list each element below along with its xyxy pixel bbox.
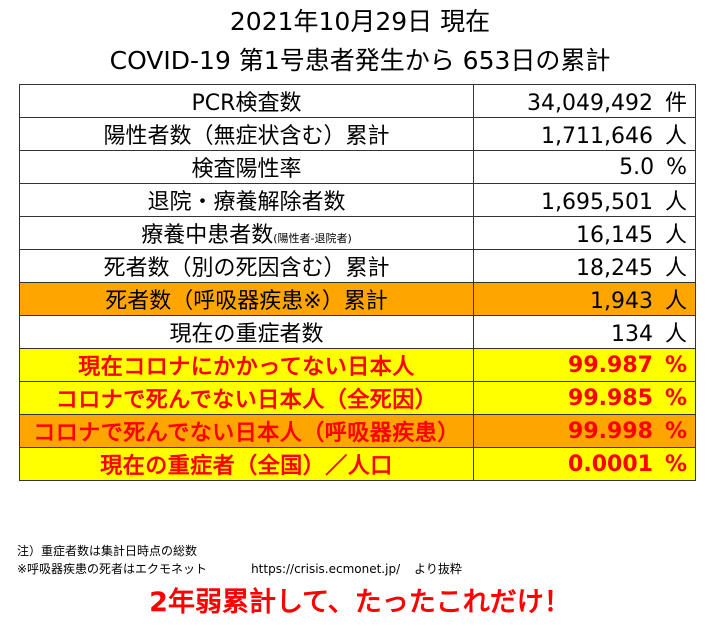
row-label: PCR検査数 — [19, 84, 474, 118]
row-unit: % — [664, 451, 687, 477]
row-value-cell: 99.985% — [473, 381, 696, 415]
table-row: 退院・療養解除者数 1,695,501 人 — [19, 183, 696, 217]
row-unit: % — [664, 418, 687, 444]
row-value: 134 — [610, 322, 653, 347]
row-unit: % — [664, 352, 687, 378]
row-value: 16,145 — [576, 223, 653, 248]
row-value-cell: 0.0001% — [473, 447, 696, 481]
table-row: 現在の重症者数 134 人 — [19, 315, 696, 349]
row-unit: 人 — [664, 322, 687, 347]
row-value-cell: 34,049,492 件 — [473, 84, 696, 118]
table-row: 死者数（別の死因含む）累計 18,245 人 — [19, 249, 696, 283]
row-value-cell: 5.0% — [473, 150, 696, 184]
footnote-severe: 注）重症者数は集計日時点の総数 — [17, 544, 198, 558]
row-label: 退院・療養解除者数 — [19, 183, 474, 217]
row-value: 18,245 — [576, 256, 653, 281]
row-unit: 人 — [664, 124, 687, 149]
row-value-cell: 134 人 — [473, 315, 696, 349]
table-row-highlight: 現在コロナにかかってない日本人 99.987% — [19, 348, 696, 382]
table-row: PCR検査数 34,049,492 件 — [19, 84, 696, 118]
date-heading: 2021年10月29日 現在 — [229, 7, 491, 36]
row-value-cell: 1,943 人 — [473, 282, 696, 316]
row-label: コロナで死んでない日本人（全死因） — [19, 381, 474, 415]
row-value: 1,695,501 — [541, 190, 653, 215]
row-value-cell: 18,245 人 — [473, 249, 696, 283]
row-label: 現在の重症者数 — [19, 315, 474, 349]
row-value-cell: 1,695,501 人 — [473, 183, 696, 217]
row-value-cell: 1,711,646 人 — [473, 117, 696, 151]
table-row-highlight: コロナで死んでない日本人（全死因） 99.985% — [19, 381, 696, 415]
row-label: 陽性者数（無症状含む）累計 — [19, 117, 474, 151]
row-label: 死者数（呼吸器疾患※）累計 — [19, 282, 474, 316]
row-unit: 人 — [664, 223, 687, 248]
row-value: 34,049,492 — [527, 91, 653, 116]
row-label-cell: 療養中患者数(陽性者-退院者) — [19, 216, 474, 250]
row-value-cell: 99.998% — [473, 414, 696, 448]
row-value: 99.998 — [568, 418, 653, 444]
table-row: 陽性者数（無症状含む）累計 1,711,646 人 — [19, 117, 696, 151]
row-unit: 人 — [664, 256, 687, 281]
row-label: コロナで死んでない日本人（呼吸器疾患） — [19, 414, 474, 448]
table-row-highlight: 現在の重症者（全国）／人口 0.0001% — [19, 447, 696, 481]
table-row: 検査陽性率 5.0% — [19, 150, 696, 184]
row-value-cell: 99.987% — [473, 348, 696, 382]
row-value: 99.987 — [568, 352, 653, 378]
row-label: 療養中患者数 — [141, 223, 274, 248]
row-unit: 人 — [664, 289, 687, 314]
row-unit: % — [664, 385, 687, 411]
footnote-source-suffix: より抜粋 — [414, 562, 462, 576]
row-value: 1,711,646 — [541, 124, 653, 149]
period-heading: COVID-19 第1号患者発生から 653日の累計 — [109, 46, 611, 75]
row-value: 0.0001 — [568, 451, 653, 477]
table-row: 療養中患者数(陽性者-退院者) 16,145 人 — [19, 216, 696, 250]
footnote-source: ※呼吸器疾患の死者はエクモネット https://crisis.ecmonet.j… — [17, 562, 462, 576]
row-label: 死者数（別の死因含む）累計 — [19, 249, 474, 283]
stats-table: PCR検査数 34,049,492 件 陽性者数（無症状含む）累計 1,711,6… — [19, 84, 696, 481]
row-value: 5.0 — [619, 154, 655, 180]
row-label: 現在の重症者（全国）／人口 — [19, 447, 474, 481]
table-row-highlight: コロナで死んでない日本人（呼吸器疾患） 99.998% — [19, 414, 696, 448]
row-value: 1,943 — [590, 289, 653, 314]
conclusion-text: 2年弱累計して、たったこれだけ！ — [149, 587, 571, 618]
source-url: https://crisis.ecmonet.jp/ — [251, 562, 401, 576]
row-label: 検査陽性率 — [19, 150, 474, 184]
row-unit: % — [666, 154, 687, 180]
row-value-cell: 16,145 人 — [473, 216, 696, 250]
row-label: 現在コロナにかかってない日本人 — [19, 348, 474, 382]
footnote-source-text: ※呼吸器疾患の死者はエクモネット — [17, 562, 208, 576]
row-unit: 件 — [664, 91, 687, 116]
table-row-highlight: 死者数（呼吸器疾患※）累計 1,943 人 — [19, 282, 696, 316]
row-label-sub: (陽性者-退院者) — [273, 232, 352, 245]
row-unit: 人 — [664, 190, 687, 215]
row-value: 99.985 — [568, 385, 653, 411]
